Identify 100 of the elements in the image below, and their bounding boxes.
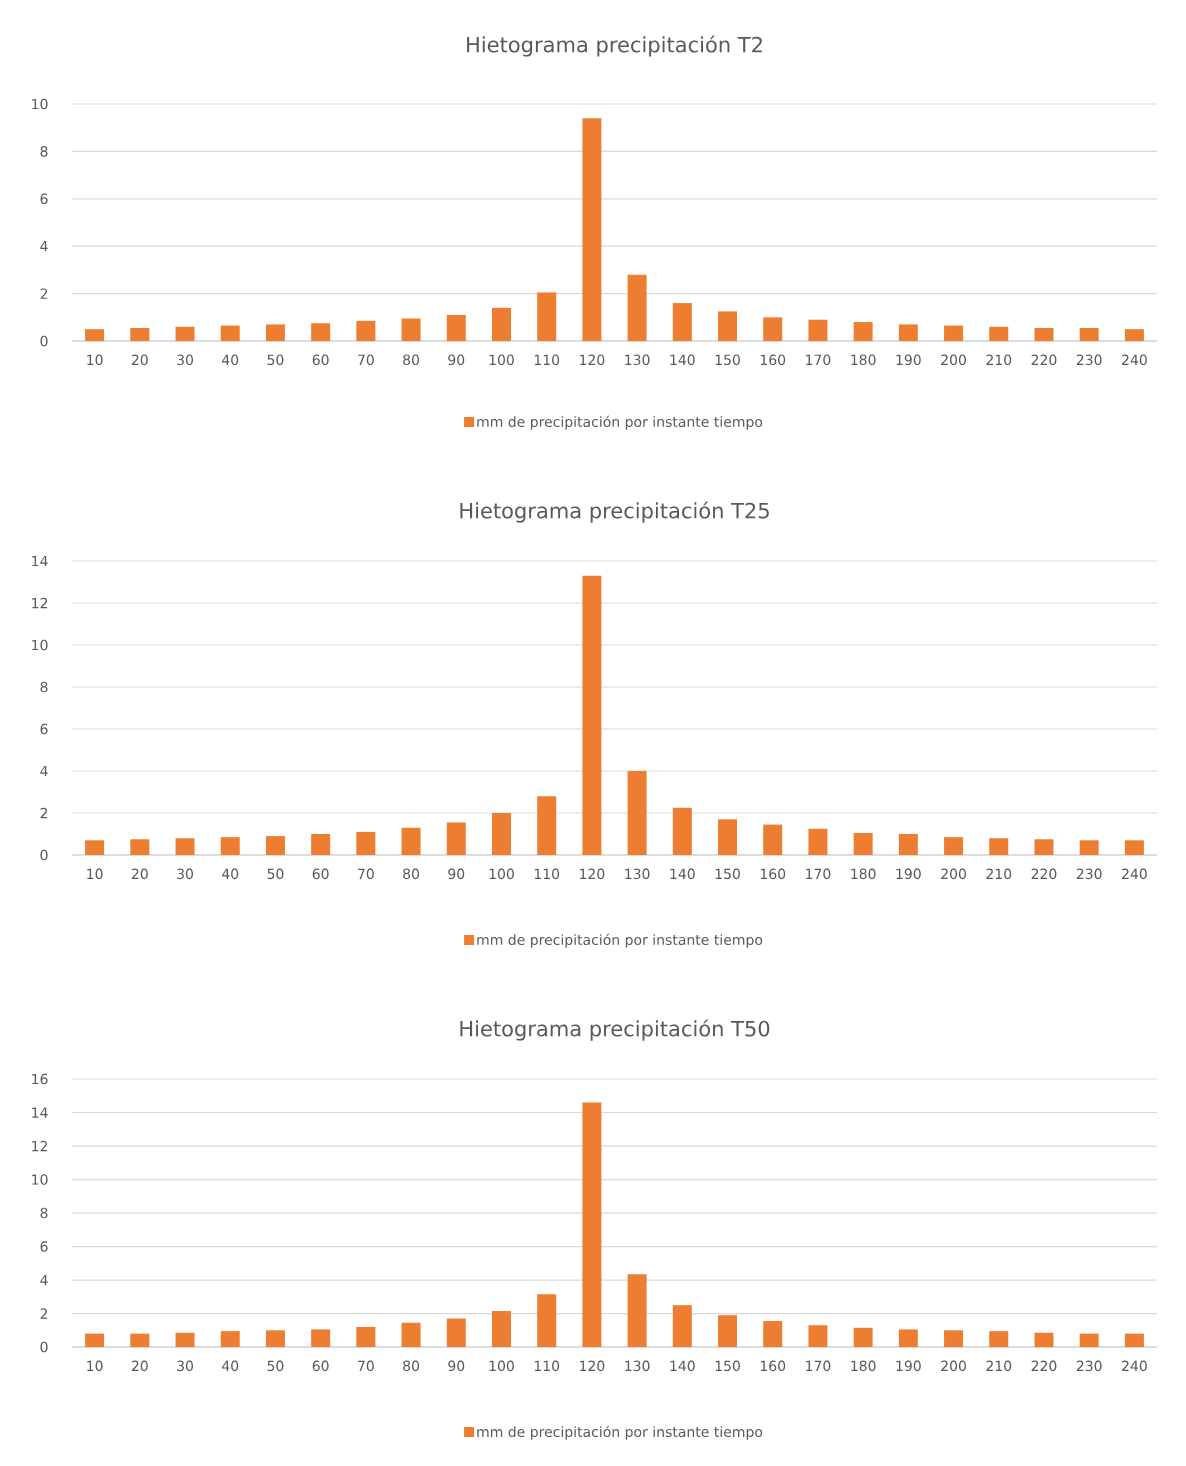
x-tick-label: 60 bbox=[312, 1360, 329, 1372]
x-tick-label: 220 bbox=[1031, 868, 1057, 880]
bar bbox=[1079, 327, 1099, 342]
x-tick-label: 200 bbox=[941, 868, 966, 880]
bar bbox=[898, 834, 918, 856]
x-tick-label: 50 bbox=[267, 868, 284, 880]
x-tick-label: 190 bbox=[896, 868, 921, 880]
x-tick-label: 10 bbox=[87, 868, 103, 880]
bar bbox=[356, 831, 376, 856]
x-tick-label: 170 bbox=[806, 354, 831, 366]
x-tick-label: 60 bbox=[312, 868, 329, 880]
bar bbox=[130, 839, 150, 856]
x-tick-label: 110 bbox=[534, 868, 560, 880]
chart-title: Hietograma precipitación T2 bbox=[467, 35, 762, 57]
x-tick-label: 30 bbox=[177, 1360, 193, 1372]
x-tick-label: 10 bbox=[87, 354, 103, 366]
bar bbox=[763, 317, 783, 342]
y-tick-label: 12 bbox=[32, 1140, 48, 1152]
y-tick-label: 4 bbox=[40, 1274, 48, 1286]
bar bbox=[537, 796, 557, 856]
bar bbox=[491, 307, 511, 342]
x-tick-label: 230 bbox=[1076, 868, 1102, 880]
bar bbox=[401, 827, 421, 856]
y-tick-label: 4 bbox=[40, 765, 48, 777]
x-tick-label: 180 bbox=[851, 354, 876, 366]
bar bbox=[1034, 839, 1054, 856]
chart-title: Hietograma precipitación T50 bbox=[460, 1019, 770, 1041]
bar bbox=[1034, 1332, 1054, 1348]
x-tick-label: 40 bbox=[222, 354, 239, 366]
bar bbox=[85, 329, 105, 342]
x-tick-label: 140 bbox=[670, 868, 695, 880]
x-tick-label: 160 bbox=[760, 1360, 786, 1372]
bar bbox=[175, 326, 195, 342]
x-tick-label: 50 bbox=[267, 354, 284, 366]
bar bbox=[1124, 329, 1144, 342]
y-tick-label: 4 bbox=[40, 241, 48, 252]
bar bbox=[356, 1326, 376, 1348]
y-tick-label: 0 bbox=[40, 335, 48, 347]
chart-title: Hietograma precipitación T25 bbox=[460, 501, 769, 523]
y-tick-label: 0 bbox=[40, 849, 48, 861]
x-tick-label: 160 bbox=[760, 354, 786, 366]
bar bbox=[401, 1322, 421, 1348]
bar bbox=[627, 1274, 647, 1348]
x-tick-label: 230 bbox=[1076, 354, 1102, 366]
y-tick-label: 6 bbox=[40, 193, 48, 205]
x-tick-label: 100 bbox=[489, 1360, 514, 1372]
bar bbox=[853, 322, 873, 342]
bar bbox=[491, 813, 511, 856]
x-tick-label: 120 bbox=[580, 868, 605, 880]
x-tick-label: 170 bbox=[806, 868, 831, 880]
x-tick-label: 190 bbox=[896, 354, 921, 366]
x-tick-label: 10 bbox=[87, 1360, 103, 1372]
bar bbox=[1034, 327, 1054, 342]
x-tick-label: 30 bbox=[177, 354, 193, 366]
bar bbox=[1079, 840, 1099, 856]
bar bbox=[401, 318, 421, 342]
x-tick-label: 210 bbox=[986, 1360, 1012, 1372]
bar bbox=[130, 327, 150, 342]
x-tick-label: 60 bbox=[312, 354, 329, 366]
bar bbox=[718, 311, 738, 342]
x-tick-label: 180 bbox=[851, 868, 876, 880]
x-tick-label: 50 bbox=[267, 1360, 284, 1372]
x-tick-label: 140 bbox=[670, 354, 695, 366]
x-tick-label: 210 bbox=[986, 354, 1012, 366]
x-tick-label: 220 bbox=[1031, 354, 1057, 366]
y-tick-label: 2 bbox=[40, 807, 48, 819]
bar bbox=[853, 832, 873, 856]
bar bbox=[311, 323, 331, 342]
x-tick-label: 220 bbox=[1031, 1360, 1057, 1372]
x-tick-label: 200 bbox=[941, 354, 966, 366]
bar bbox=[944, 1330, 964, 1348]
bar bbox=[220, 325, 240, 342]
bar bbox=[898, 1329, 918, 1348]
bar bbox=[491, 1311, 511, 1348]
x-tick-label: 240 bbox=[1122, 354, 1147, 366]
y-tick-label: 10 bbox=[32, 639, 48, 651]
legend-label: mm de precipitación por instante tiempo bbox=[477, 415, 763, 430]
bar bbox=[175, 1332, 195, 1348]
x-tick-label: 70 bbox=[358, 1360, 374, 1372]
x-tick-label: 150 bbox=[715, 868, 740, 880]
x-tick-label: 240 bbox=[1122, 868, 1147, 880]
legend-label: mm de precipitación por instante tiempo bbox=[477, 1425, 763, 1440]
y-tick-label: 14 bbox=[32, 1107, 48, 1118]
bar bbox=[1079, 1333, 1099, 1348]
x-tick-label: 20 bbox=[131, 868, 148, 880]
x-tick-label: 230 bbox=[1076, 1360, 1102, 1372]
bar bbox=[446, 1318, 466, 1348]
bar bbox=[627, 274, 647, 342]
x-tick-label: 40 bbox=[222, 868, 239, 880]
x-tick-label: 150 bbox=[715, 354, 740, 366]
bar bbox=[175, 838, 195, 856]
bar bbox=[808, 828, 828, 856]
bar bbox=[446, 314, 466, 342]
x-tick-label: 240 bbox=[1122, 1360, 1147, 1372]
bar bbox=[582, 118, 602, 342]
bar bbox=[718, 1315, 738, 1348]
x-tick-label: 130 bbox=[625, 354, 650, 366]
bar bbox=[311, 1329, 331, 1348]
x-tick-label: 40 bbox=[222, 1360, 239, 1372]
y-tick-label: 16 bbox=[32, 1073, 48, 1085]
